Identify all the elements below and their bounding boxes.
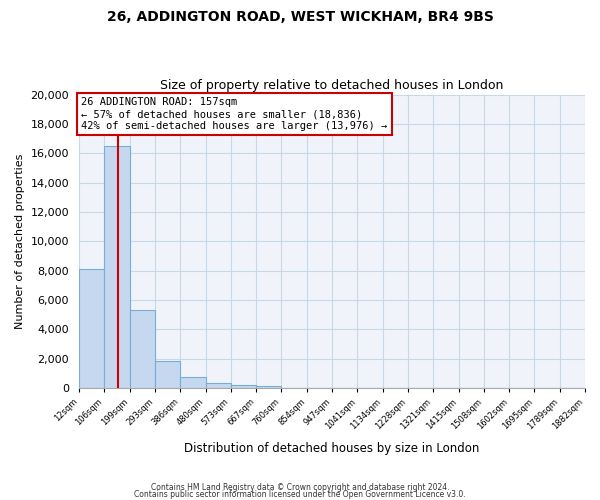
Bar [180, 377, 206, 388]
Bar [206, 383, 231, 388]
Y-axis label: Number of detached properties: Number of detached properties [15, 154, 25, 329]
Bar [79, 269, 104, 388]
Bar [155, 362, 180, 388]
Text: 26, ADDINGTON ROAD, WEST WICKHAM, BR4 9BS: 26, ADDINGTON ROAD, WEST WICKHAM, BR4 9B… [107, 10, 493, 24]
Bar [256, 386, 281, 388]
Text: Contains HM Land Registry data © Crown copyright and database right 2024.: Contains HM Land Registry data © Crown c… [151, 484, 449, 492]
X-axis label: Distribution of detached houses by size in London: Distribution of detached houses by size … [184, 442, 479, 455]
Text: Contains public sector information licensed under the Open Government Licence v3: Contains public sector information licen… [134, 490, 466, 499]
Bar [104, 146, 130, 388]
Bar [130, 310, 155, 388]
Title: Size of property relative to detached houses in London: Size of property relative to detached ho… [160, 79, 503, 92]
Text: 26 ADDINGTON ROAD: 157sqm
← 57% of detached houses are smaller (18,836)
42% of s: 26 ADDINGTON ROAD: 157sqm ← 57% of detac… [82, 98, 388, 130]
Bar [231, 385, 256, 388]
